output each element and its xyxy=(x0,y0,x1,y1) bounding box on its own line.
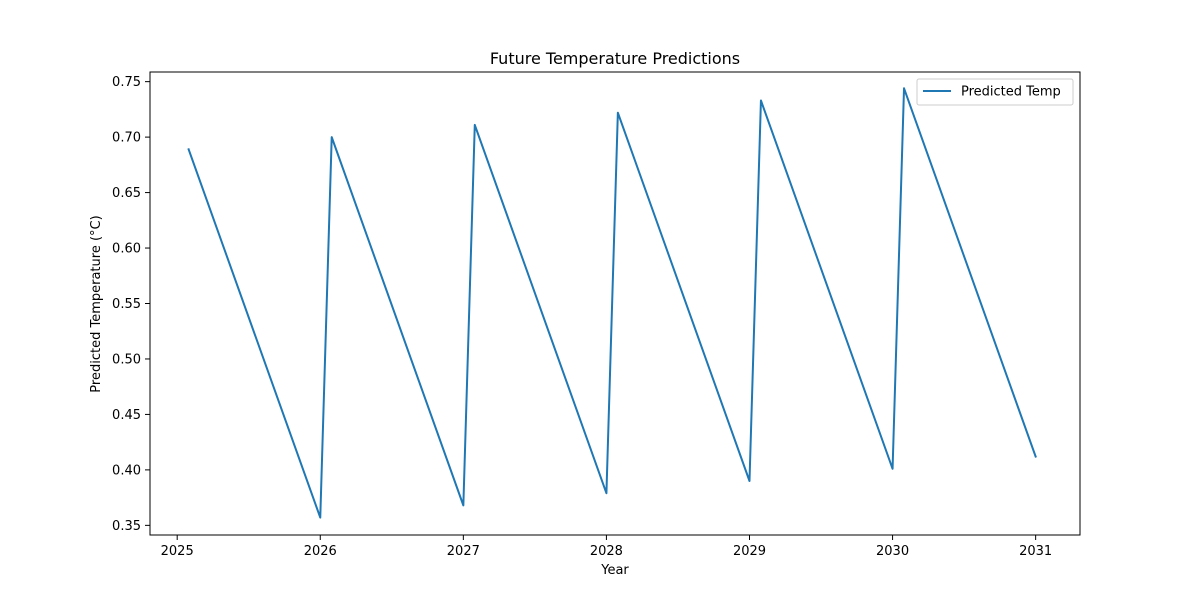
x-tick-label: 2028 xyxy=(590,544,623,559)
series-line-0 xyxy=(187,87,1037,519)
y-tick-label: 0.50 xyxy=(112,352,141,367)
y-tick-label: 0.70 xyxy=(112,131,141,146)
y-tick-label: 0.60 xyxy=(112,242,141,257)
x-axis-label: Year xyxy=(600,563,629,578)
y-tick-label: 0.75 xyxy=(112,75,141,90)
x-tick-label: 2031 xyxy=(1019,544,1052,559)
chart-title: Future Temperature Predictions xyxy=(490,49,740,68)
legend-box xyxy=(916,78,1074,106)
x-tick-label: 2025 xyxy=(161,544,194,559)
y-tick-label: 0.45 xyxy=(112,408,141,423)
y-axis-label: Predicted Temperature (°C) xyxy=(89,215,104,392)
x-tick-label: 2029 xyxy=(733,544,766,559)
legend-label: Predicted Temp xyxy=(961,85,1061,100)
y-tick-label: 0.55 xyxy=(112,297,141,312)
x-tick-label: 2027 xyxy=(447,544,480,559)
x-tick-label: 2030 xyxy=(876,544,909,559)
legend: Predicted Temp xyxy=(916,78,1074,106)
y-tick-label: 0.35 xyxy=(112,519,141,534)
y-tick-label: 0.65 xyxy=(112,186,141,201)
y-tick-label: 0.40 xyxy=(112,463,141,478)
x-tick-label: 2026 xyxy=(304,544,337,559)
